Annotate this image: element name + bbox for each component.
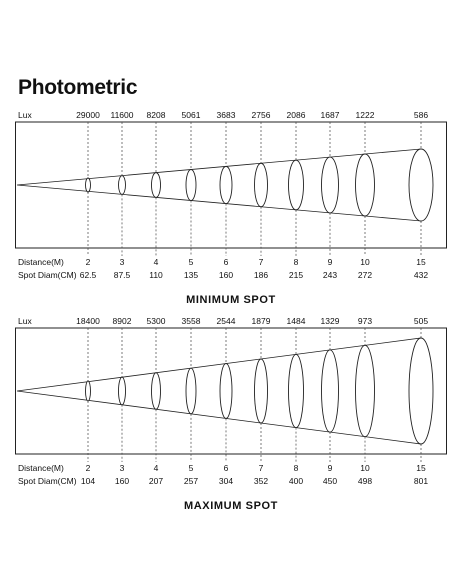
distance-value: 6 [224,257,229,267]
diameter-value: 400 [289,476,303,486]
distance-value: 4 [154,463,159,473]
lux-value: 973 [358,316,372,326]
spot-ellipse [288,159,304,211]
lux-value: 5061 [182,110,201,120]
diagram-frame [15,121,447,249]
diameter-value: 215 [289,270,303,280]
diagram-frame [15,327,447,455]
lux-value: 8208 [147,110,166,120]
lux-value: 1484 [287,316,306,326]
lux-value: 2544 [217,316,236,326]
diameter-value: 87.5 [114,270,131,280]
diameter-value: 432 [414,270,428,280]
diameter-value: 104 [81,476,95,486]
spot-ellipse [151,372,161,410]
distance-value: 10 [360,257,370,267]
spot-ellipse [408,148,434,222]
spot-ellipse [185,367,197,415]
spot-ellipse [85,380,91,402]
distance-value: 3 [120,463,125,473]
spot-ellipse [219,165,233,205]
diameter-row-label: Spot Diam(CM) [18,476,77,486]
spot-ellipse [288,353,304,429]
spot-ellipse [254,162,268,208]
diameter-value: 498 [358,476,372,486]
lux-value: 586 [414,110,428,120]
lux-value: 505 [414,316,428,326]
spot-ellipse [118,376,126,406]
diameter-value: 801 [414,476,428,486]
distance-value: 5 [189,257,194,267]
distance-value: 7 [259,257,264,267]
distance-value: 15 [416,463,426,473]
lux-value: 18400 [76,316,100,326]
spot-ellipse [151,172,161,198]
spot-ellipse [408,337,434,445]
lux-value: 1222 [356,110,375,120]
distance-value: 2 [86,257,91,267]
lux-value: 11600 [110,110,133,120]
distance-value: 8 [294,463,299,473]
diameter-value: 186 [254,270,268,280]
spot-ellipse [254,358,268,424]
diameter-value: 304 [219,476,233,486]
diameter-value: 352 [254,476,268,486]
diameter-value: 272 [358,270,372,280]
lux-row-label: Lux [18,110,32,120]
diameter-row-label: Spot Diam(CM) [18,270,77,280]
lux-value: 5300 [147,316,166,326]
distance-value: 5 [189,463,194,473]
maximum-spot-diagram: Lux 18400 2 104 8902 3 160 5300 4 207 3558 5 257 2544… [15,316,447,512]
diameter-value: 450 [323,476,337,486]
lux-value: 1329 [321,316,340,326]
spot-mode-caption: MINIMUM SPOT [186,294,276,306]
lux-value: 1879 [252,316,271,326]
lux-value: 2756 [252,110,271,120]
lux-value: 1687 [321,110,340,120]
spot-ellipse [185,169,197,201]
diameter-value: 160 [115,476,129,486]
lux-value: 3683 [217,110,236,120]
lux-value: 2086 [287,110,306,120]
distance-value: 4 [154,257,159,267]
spot-ellipse [118,175,126,195]
diameter-value: 207 [149,476,163,486]
distance-value: 9 [328,257,333,267]
spot-ellipse [321,349,339,433]
distance-value: 6 [224,463,229,473]
lux-value: 29000 [76,110,100,120]
spot-mode-caption: MAXIMUM SPOT [184,500,278,512]
spot-ellipse [321,156,339,214]
diameter-value: 243 [323,270,337,280]
distance-value: 3 [120,257,125,267]
diameter-value: 62.5 [80,270,97,280]
distance-value: 8 [294,257,299,267]
distance-row-label: Distance(M) [18,463,64,473]
distance-value: 9 [328,463,333,473]
diameter-value: 110 [149,270,163,280]
spot-ellipse [219,363,233,419]
distance-value: 2 [86,463,91,473]
lux-value: 3558 [182,316,201,326]
diameter-value: 257 [184,476,198,486]
lux-row-label: Lux [18,316,32,326]
distance-value: 15 [416,257,426,267]
spot-ellipse [355,153,375,217]
lux-value: 8902 [113,316,132,326]
distance-value: 7 [259,463,264,473]
distance-value: 10 [360,463,370,473]
spot-ellipse [355,344,375,438]
distance-row-label: Distance(M) [18,257,64,267]
page-title: Photometric [18,76,138,99]
diameter-value: 135 [184,270,198,280]
diameter-value: 160 [219,270,233,280]
spot-ellipse [85,177,91,193]
minimum-spot-diagram: Lux 29000 2 62.5 11600 3 87.5 8208 4 110 5061 5 135 3… [15,110,447,306]
